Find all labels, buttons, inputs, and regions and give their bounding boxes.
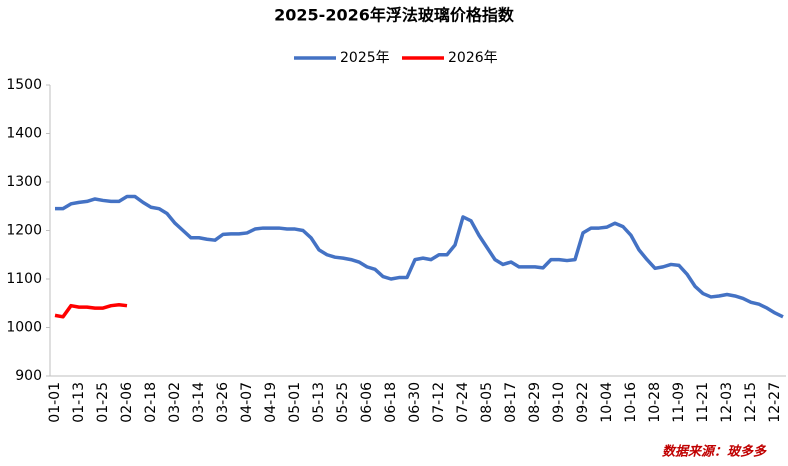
x-tick-label: 05-01 <box>287 382 303 423</box>
x-tick-label: 10-04 <box>599 382 615 423</box>
x-tick-label: 03-14 <box>191 382 207 423</box>
x-tick-label: 05-13 <box>311 382 327 423</box>
series-line <box>54 302 128 319</box>
x-tick-label: 06-06 <box>359 382 375 423</box>
y-tick-label: 1000 <box>6 320 42 336</box>
legend-label: 2025年 <box>340 50 390 66</box>
x-tick-label: 12-15 <box>743 382 759 423</box>
x-tick-label: 09-22 <box>575 382 591 423</box>
y-tick-label: 1300 <box>6 174 42 190</box>
x-tick-label: 01-01 <box>47 382 63 423</box>
y-tick-label: 900 <box>15 368 42 384</box>
chart-title: 2025-2026年浮法玻璃价格指数 <box>274 6 515 25</box>
x-tick-label: 05-25 <box>335 382 351 423</box>
x-tick-label: 11-09 <box>671 382 687 423</box>
x-tick-label: 11-21 <box>695 382 711 423</box>
x-tick-label: 03-02 <box>167 382 183 423</box>
x-tick-label: 08-29 <box>527 382 543 423</box>
x-tick-label: 10-16 <box>623 382 639 423</box>
x-tick-label: 02-18 <box>143 382 159 423</box>
x-tick-label: 01-13 <box>71 382 87 423</box>
x-tick-label: 09-10 <box>551 382 567 423</box>
x-tick-label: 01-25 <box>95 382 111 423</box>
source-note: 数据来源：玻多多 <box>662 444 767 460</box>
x-tick-label: 04-07 <box>239 382 255 423</box>
y-tick-label: 1500 <box>6 77 42 93</box>
legend-label: 2026年 <box>448 50 498 66</box>
series-line <box>55 194 784 319</box>
x-tick-label: 04-19 <box>263 382 279 423</box>
y-tick-label: 1200 <box>6 223 42 239</box>
y-tick-label: 1400 <box>6 126 42 142</box>
x-tick-label: 06-18 <box>383 382 399 423</box>
x-tick-label: 08-05 <box>479 382 495 423</box>
x-tick-label: 07-24 <box>455 382 471 423</box>
x-tick-label: 08-17 <box>503 382 519 423</box>
x-tick-label: 12-03 <box>719 382 735 423</box>
x-tick-label: 10-28 <box>647 382 663 423</box>
x-tick-label: 03-26 <box>215 382 231 423</box>
x-tick-label: 06-30 <box>407 382 423 423</box>
x-tick-label: 02-06 <box>119 382 135 423</box>
x-tick-label: 07-12 <box>431 382 447 423</box>
y-tick-label: 1100 <box>6 271 42 287</box>
x-tick-label: 12-27 <box>767 382 783 423</box>
